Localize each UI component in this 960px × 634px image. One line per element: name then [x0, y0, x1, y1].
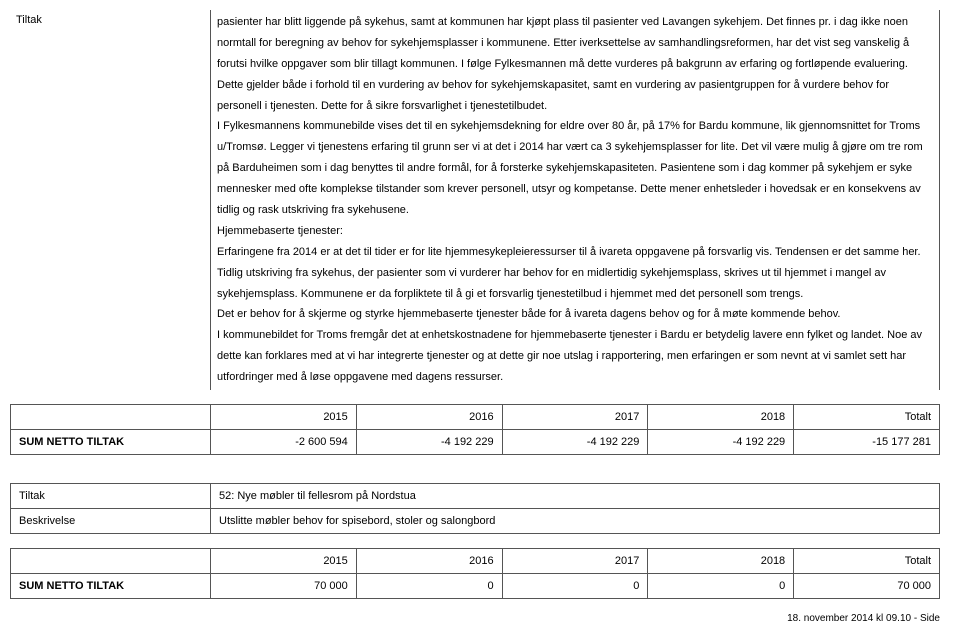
section2-meta-table: Tiltak52: Nye møbler til fellesrom på No…	[10, 483, 940, 534]
table-header-cell: 2015	[211, 405, 357, 430]
table-cell: 70 000	[211, 574, 357, 599]
table-header-cell: Totalt	[794, 405, 940, 430]
table-header-cell: 2018	[648, 405, 794, 430]
meta-value: 52: Nye møbler til fellesrom på Nordstua	[211, 484, 940, 509]
table2-data-row: SUM NETTO TILTAK70 00000070 000	[11, 574, 940, 599]
table-cell: -4 192 229	[502, 430, 648, 455]
meta-label: Beskrivelse	[11, 509, 211, 534]
table-header-cell: 2017	[502, 405, 648, 430]
table-header-cell: Totalt	[794, 549, 940, 574]
table2: 2015201620172018Totalt SUM NETTO TILTAK7…	[10, 548, 940, 599]
table-cell: 70 000	[794, 574, 940, 599]
table-header-cell	[11, 405, 211, 430]
table-header-cell: 2017	[502, 549, 648, 574]
table-header-cell: 2016	[356, 549, 502, 574]
meta-value: Utslitte møbler behov for spisebord, sto…	[211, 509, 940, 534]
table-cell: 0	[356, 574, 502, 599]
table-header-cell: 2015	[211, 549, 357, 574]
table-cell: 0	[648, 574, 794, 599]
table-header-cell: 2018	[648, 549, 794, 574]
table-cell: 0	[502, 574, 648, 599]
section2: Tiltak52: Nye møbler til fellesrom på No…	[10, 483, 940, 534]
table1: 2015201620172018Totalt SUM NETTO TILTAK-…	[10, 404, 940, 455]
table1-header-row: 2015201620172018Totalt	[11, 405, 940, 430]
section1-row: Tiltak pasienter har blitt liggende på s…	[10, 10, 940, 390]
table-header-cell	[11, 549, 211, 574]
page-footer: 18. november 2014 kl 09.10 - Side	[10, 613, 940, 624]
table2-header-row: 2015201620172018Totalt	[11, 549, 940, 574]
section1-description-cell: pasienter har blitt liggende på sykehus,…	[210, 10, 940, 390]
table-row-label: SUM NETTO TILTAK	[11, 430, 211, 455]
table-row-label: SUM NETTO TILTAK	[11, 574, 211, 599]
meta-row: BeskrivelseUtslitte møbler behov for spi…	[11, 509, 940, 534]
meta-label: Tiltak	[11, 484, 211, 509]
section1-description-text: pasienter har blitt liggende på sykehus,…	[211, 10, 939, 390]
meta-row: Tiltak52: Nye møbler til fellesrom på No…	[11, 484, 940, 509]
table-cell: -4 192 229	[356, 430, 502, 455]
table1-data-row: SUM NETTO TILTAK-2 600 594-4 192 229-4 1…	[11, 430, 940, 455]
section1-label: Tiltak	[10, 10, 210, 30]
table-cell: -15 177 281	[794, 430, 940, 455]
table-cell: -4 192 229	[648, 430, 794, 455]
table-header-cell: 2016	[356, 405, 502, 430]
table-cell: -2 600 594	[211, 430, 357, 455]
